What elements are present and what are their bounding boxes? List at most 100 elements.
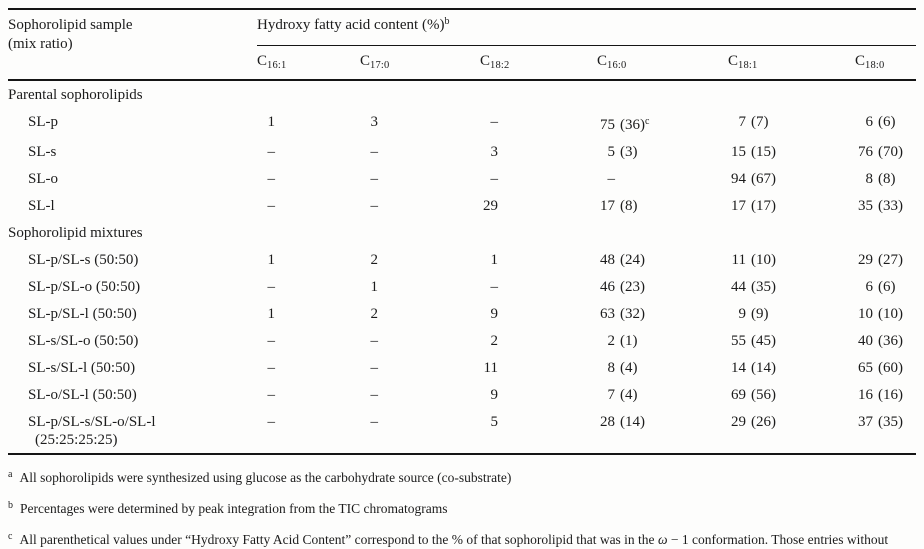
table-row: SL-p/SL-l (50:50) 1 2 9 63 (32) 9 (9) 10 (10)	[8, 300, 916, 327]
data-cell: 65 (60)	[855, 354, 916, 381]
cell-parenthetical: (14)	[751, 360, 776, 376]
row-label-line1: SL-p/SL-l (50:50)	[28, 306, 137, 322]
data-cell: –	[257, 354, 360, 381]
column-header: C17:0	[360, 45, 480, 81]
data-cell: 2	[480, 327, 597, 354]
footnote-b-marker: b	[444, 16, 450, 27]
cell-value: 2	[490, 333, 499, 349]
table-row: SL-o/SL-l (50:50) – –9 7 (4) 69 (56) 16 (16)	[8, 381, 916, 408]
data-cell: 15 (15)	[728, 138, 855, 165]
row-label-line1: SL-s/SL-l (50:50)	[28, 360, 136, 376]
cell-parenthetical: (17)	[751, 198, 776, 214]
column-header: C18:0	[855, 45, 917, 81]
cell-value: 1	[490, 252, 499, 268]
cell-value: 16	[858, 387, 873, 403]
cell-value: 1	[370, 279, 379, 295]
column-header: C16:0	[597, 45, 728, 81]
cell-value: 29	[731, 414, 746, 430]
cell-parenthetical: (60)	[878, 360, 903, 376]
data-cell: 11	[480, 354, 597, 381]
data-cell: 40 (36)	[855, 327, 916, 354]
section-row: Sophorolipid mixtures	[8, 219, 916, 246]
cell-value: –	[267, 360, 276, 376]
data-cell: 9	[480, 381, 597, 408]
cell-value: 2	[370, 306, 379, 322]
cell-value: 6	[865, 114, 874, 130]
footnotes: a All sophorolipids were synthesized usin…	[8, 455, 916, 549]
cell-value: 94	[731, 171, 746, 187]
data-cell: 75 (36)c	[597, 108, 728, 138]
cell-value: –	[267, 171, 276, 187]
data-cell: 2 (1)	[597, 327, 728, 354]
section-row: Parental sophorolipids	[8, 80, 916, 108]
cell-value: 9	[738, 306, 747, 322]
column-header-base: C	[728, 53, 739, 69]
data-cell: 94 (67)	[728, 165, 855, 192]
data-cell: 1	[480, 246, 597, 273]
data-cell: 55 (45)	[728, 327, 855, 354]
group-column-header: Hydroxy fatty acid content (%)b	[257, 9, 917, 46]
cell-value: 8	[607, 360, 616, 376]
data-cell: 1	[360, 273, 480, 300]
data-cell: 5	[480, 408, 597, 454]
cell-value: 17	[731, 198, 746, 214]
cell-parenthetical: (3)	[620, 144, 638, 160]
row-label: SL-s/SL-o (50:50)	[8, 327, 257, 354]
cell-parenthetical: (32)	[620, 306, 645, 322]
cell-value: 10	[858, 306, 873, 322]
cell-value: –	[370, 360, 379, 376]
footnote-marker: b	[8, 500, 13, 511]
cell-value: 1	[267, 252, 276, 268]
data-cell: 3	[480, 138, 597, 165]
cell-parenthetical: (33)	[878, 198, 903, 214]
data-cell: 16 (16)	[855, 381, 916, 408]
row-label: SL-p/SL-s/SL-o/SL-l (25:25:25:25)	[8, 408, 257, 454]
data-cell: 29 (26)	[728, 408, 855, 454]
cell-value: –	[267, 144, 276, 160]
data-cell: 1	[257, 300, 360, 327]
data-cell: –	[360, 192, 480, 219]
column-header-subscript: 18:0	[865, 60, 885, 71]
cell-value: 17	[600, 198, 615, 214]
row-label: SL-l	[8, 192, 257, 219]
cell-value: 15	[731, 144, 746, 160]
cell-parenthetical: (9)	[751, 306, 769, 322]
cell-value: 1	[267, 306, 276, 322]
cell-value: –	[607, 171, 616, 187]
row-label-line2: (25:25:25:25)	[35, 432, 118, 448]
data-cell: 14 (14)	[728, 354, 855, 381]
cell-parenthetical: (1)	[620, 333, 638, 349]
cell-value: 69	[731, 387, 746, 403]
data-cell: –	[257, 381, 360, 408]
cell-value: 2	[370, 252, 379, 268]
cell-parenthetical: (6)	[878, 279, 896, 295]
table-row: SL-o – – – – 94 (67) 8 (8)	[8, 165, 916, 192]
cell-value: 40	[858, 333, 873, 349]
column-header-subscript: 18:1	[738, 60, 758, 71]
footnote: a All sophorolipids were synthesized usin…	[8, 465, 916, 488]
cell-parenthetical: (15)	[751, 144, 776, 160]
cell-value: 3	[370, 114, 379, 130]
data-cell: 6 (6)	[855, 108, 916, 138]
column-header: C18:1	[728, 45, 855, 81]
cell-value: –	[370, 387, 379, 403]
cell-value: –	[370, 333, 379, 349]
row-label-line1: SL-p	[28, 114, 58, 130]
cell-value: –	[370, 171, 379, 187]
data-cell: 10 (10)	[855, 300, 916, 327]
cell-parenthetical: (35)	[751, 279, 776, 295]
footnote-marker: c	[8, 531, 13, 542]
cell-value: 44	[731, 279, 746, 295]
data-cell: –	[360, 408, 480, 454]
cell-parenthetical: (8)	[878, 171, 896, 187]
cell-value: –	[490, 114, 499, 130]
cell-value: –	[370, 414, 379, 430]
column-header-base: C	[257, 53, 268, 69]
data-cell: –	[257, 192, 360, 219]
data-cell: 7 (7)	[728, 108, 855, 138]
column-header-subscript: 17:0	[370, 60, 390, 71]
data-cell: –	[360, 381, 480, 408]
data-cell: 7 (4)	[597, 381, 728, 408]
row-label: SL-o/SL-l (50:50)	[8, 381, 257, 408]
cell-value: 35	[858, 198, 873, 214]
